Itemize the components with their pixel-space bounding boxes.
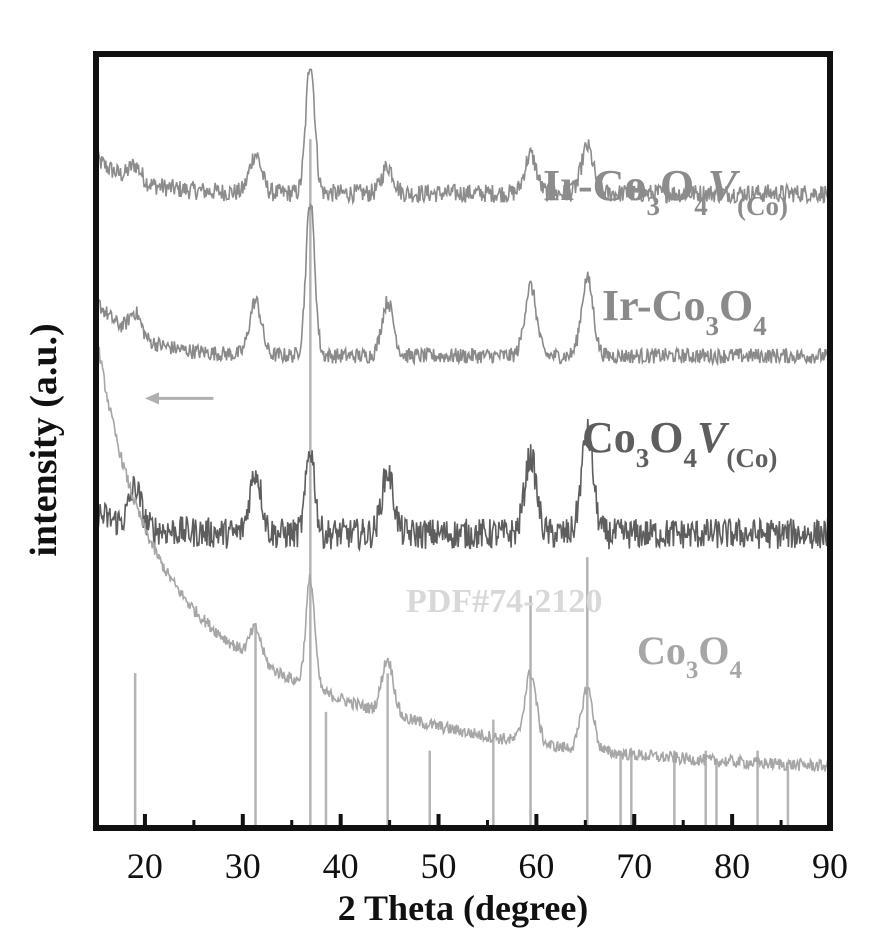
series-label-part: 3 — [636, 443, 650, 473]
series-label-part: 3 — [686, 657, 699, 684]
series-label-2: Co3O4V(Co) — [582, 413, 777, 473]
series-label-part: 4 — [694, 191, 708, 221]
series-label-0: Ir-Co3O4V(Co) — [543, 161, 788, 221]
series-label-part: 3 — [705, 311, 719, 341]
series-label-part: 4 — [730, 657, 743, 684]
x-tick-label-7: 90 — [812, 846, 848, 886]
x-axis-ticks: 20 30 40 50 60 70 80 90 — [127, 814, 848, 886]
series-label-part: Ir-Co — [602, 281, 705, 330]
series-label-part: Ir-Co — [543, 161, 646, 210]
series-label-part: 4 — [753, 311, 767, 341]
x-tick-label-4: 60 — [518, 846, 554, 886]
series-trace-3 — [96, 339, 830, 772]
reference-pattern — [135, 139, 788, 828]
series-label-1: Ir-Co3O4 — [602, 281, 767, 341]
x-tick-label-6: 80 — [714, 846, 750, 886]
series-label-part: O — [698, 628, 729, 673]
series-label-part: O — [660, 161, 694, 210]
x-tick-label-1: 30 — [225, 846, 261, 886]
y-axis-title: intensity (a.u.) — [23, 323, 65, 556]
series-label-part: V — [708, 161, 741, 210]
x-tick-label-0: 20 — [127, 846, 163, 886]
x-tick-label-2: 40 — [323, 846, 359, 886]
x-axis-title: 2 Theta (degree) — [338, 888, 589, 928]
reference-label: PDF#74-2120 — [406, 583, 602, 620]
annotation-arrow-head — [145, 392, 159, 404]
series-label-part: O — [649, 413, 683, 462]
x-tick-label-3: 50 — [421, 846, 457, 886]
series-label-part: 4 — [684, 443, 698, 473]
series-label-part: (Co) — [726, 443, 777, 473]
series-label-part: (Co) — [737, 191, 788, 221]
series-label-part: O — [719, 281, 753, 330]
series-label-part: Co — [582, 413, 636, 462]
x-tick-label-5: 70 — [616, 846, 652, 886]
series-label-part: V — [697, 413, 730, 462]
series-label-3: Co3O4 — [637, 628, 743, 684]
series-label-part: Co — [637, 628, 686, 673]
series-label-part: 3 — [646, 191, 660, 221]
